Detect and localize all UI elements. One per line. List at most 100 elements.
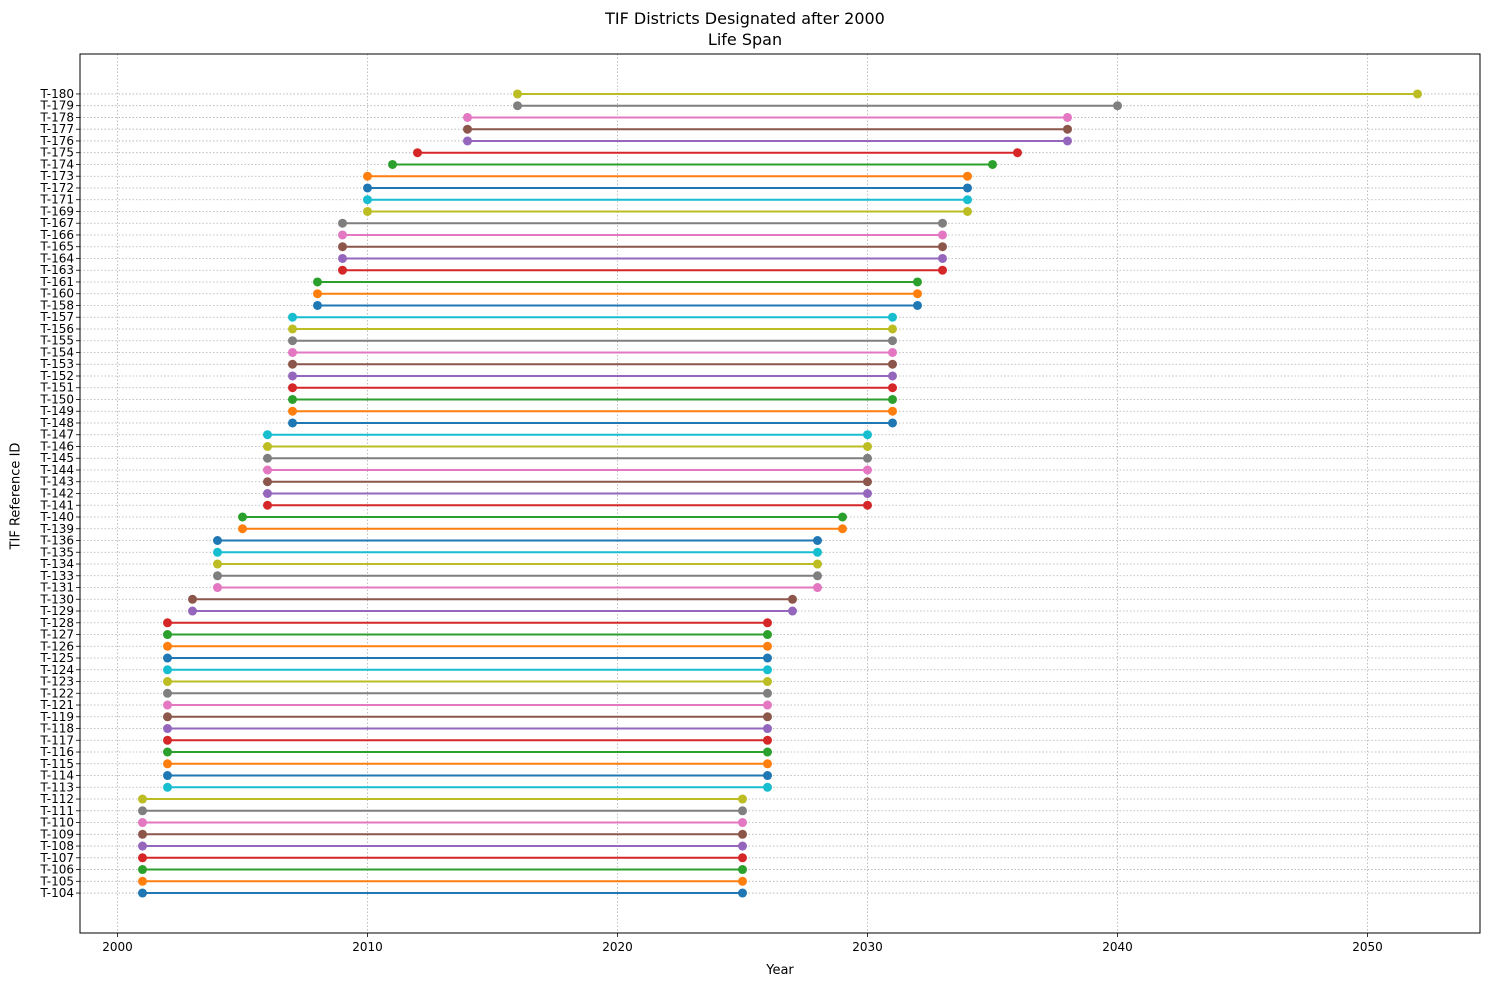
x-tick-label: 2010 xyxy=(352,940,383,954)
y-tick-label: T-150 xyxy=(40,392,74,406)
start-point-T-152 xyxy=(288,371,297,381)
end-point-T-163 xyxy=(938,265,947,275)
y-tick-label: T-141 xyxy=(40,498,74,512)
start-point-T-109 xyxy=(138,829,147,839)
y-tick-label: T-139 xyxy=(40,522,74,536)
end-point-T-116 xyxy=(763,747,772,757)
end-point-T-166 xyxy=(938,230,947,240)
start-point-T-122 xyxy=(163,688,172,698)
y-tick-label: T-146 xyxy=(40,439,74,453)
end-point-T-130 xyxy=(788,594,797,604)
start-point-T-161 xyxy=(313,277,322,287)
start-point-T-121 xyxy=(163,700,172,710)
end-point-T-180 xyxy=(1413,89,1422,99)
end-point-T-157 xyxy=(888,312,897,322)
start-point-T-145 xyxy=(263,453,272,463)
start-point-T-180 xyxy=(513,89,522,99)
end-point-T-131 xyxy=(813,583,822,593)
start-point-T-111 xyxy=(138,806,147,816)
y-tick-label: T-136 xyxy=(40,534,74,548)
end-point-T-147 xyxy=(863,430,872,440)
end-point-T-167 xyxy=(938,218,947,228)
start-point-T-167 xyxy=(338,218,347,228)
start-point-T-116 xyxy=(163,747,172,757)
end-point-T-142 xyxy=(863,489,872,498)
end-point-T-178 xyxy=(1063,112,1072,122)
y-tick-label: T-113 xyxy=(40,780,74,794)
y-tick-label: T-133 xyxy=(40,569,74,583)
y-tick-label: T-167 xyxy=(40,216,74,230)
start-point-T-139 xyxy=(238,524,247,534)
start-point-T-154 xyxy=(288,347,297,357)
y-tick-label: T-114 xyxy=(40,769,74,783)
y-tick-label: T-134 xyxy=(40,557,74,571)
end-point-T-158 xyxy=(913,300,922,310)
end-point-T-141 xyxy=(863,500,872,510)
start-point-T-115 xyxy=(163,759,172,769)
y-tick-label: T-166 xyxy=(40,228,74,242)
start-point-T-114 xyxy=(163,771,172,781)
y-tick-label: T-169 xyxy=(40,204,74,218)
start-point-T-144 xyxy=(263,465,272,475)
end-point-T-172 xyxy=(963,183,972,193)
start-point-T-143 xyxy=(263,477,272,487)
y-tick-label: T-145 xyxy=(40,451,74,465)
y-tick-label: T-157 xyxy=(40,310,74,324)
end-point-T-112 xyxy=(738,794,747,804)
end-point-T-128 xyxy=(763,618,772,628)
end-point-T-121 xyxy=(763,700,772,710)
end-point-T-176 xyxy=(1063,136,1072,146)
start-point-T-147 xyxy=(263,430,272,440)
start-point-T-129 xyxy=(188,606,197,616)
start-point-T-136 xyxy=(213,536,222,546)
x-tick-label: 2020 xyxy=(602,940,633,954)
end-point-T-156 xyxy=(888,324,897,334)
y-tick-label: T-180 xyxy=(40,87,74,101)
end-point-T-133 xyxy=(813,571,822,581)
y-tick-label: T-111 xyxy=(40,804,74,818)
end-point-T-153 xyxy=(888,359,897,369)
start-point-T-123 xyxy=(163,677,172,687)
y-tick-label: T-127 xyxy=(40,628,74,642)
start-point-T-176 xyxy=(463,136,472,146)
start-point-T-128 xyxy=(163,618,172,628)
y-tick-label: T-163 xyxy=(40,263,74,277)
end-point-T-125 xyxy=(763,653,772,663)
start-point-T-175 xyxy=(413,148,422,158)
end-point-T-110 xyxy=(738,818,747,828)
start-point-T-151 xyxy=(288,383,297,393)
end-point-T-149 xyxy=(888,406,897,416)
start-point-T-131 xyxy=(213,583,222,593)
start-point-T-173 xyxy=(363,171,372,181)
end-point-T-177 xyxy=(1063,124,1072,134)
chart-title: TIF Districts Designated after 2000 xyxy=(605,9,885,28)
end-point-T-105 xyxy=(738,876,747,886)
y-tick-label: T-115 xyxy=(40,757,74,771)
end-point-T-144 xyxy=(863,465,872,475)
start-point-T-157 xyxy=(288,312,297,322)
y-tick-label: T-124 xyxy=(40,663,74,677)
start-point-T-141 xyxy=(263,500,272,510)
end-point-T-118 xyxy=(763,724,772,734)
y-tick-label: T-130 xyxy=(40,592,74,606)
end-point-T-154 xyxy=(888,347,897,357)
start-point-T-110 xyxy=(138,818,147,828)
end-point-T-129 xyxy=(788,606,797,616)
y-tick-label: T-105 xyxy=(40,874,74,888)
end-point-T-155 xyxy=(888,336,897,346)
start-point-T-135 xyxy=(213,547,222,557)
y-tick-label: T-153 xyxy=(40,357,74,371)
start-point-T-142 xyxy=(263,489,272,498)
start-point-T-107 xyxy=(138,853,147,863)
y-tick-label: T-154 xyxy=(40,345,74,359)
y-tick-label: T-135 xyxy=(40,545,74,559)
y-tick-label: T-171 xyxy=(40,193,74,207)
end-point-T-146 xyxy=(863,441,872,451)
y-tick-label: T-121 xyxy=(40,698,74,712)
end-point-T-135 xyxy=(813,547,822,557)
end-point-T-164 xyxy=(938,253,947,263)
y-tick-label: T-151 xyxy=(40,381,74,395)
end-point-T-134 xyxy=(813,559,822,569)
y-tick-label: T-116 xyxy=(40,745,74,759)
